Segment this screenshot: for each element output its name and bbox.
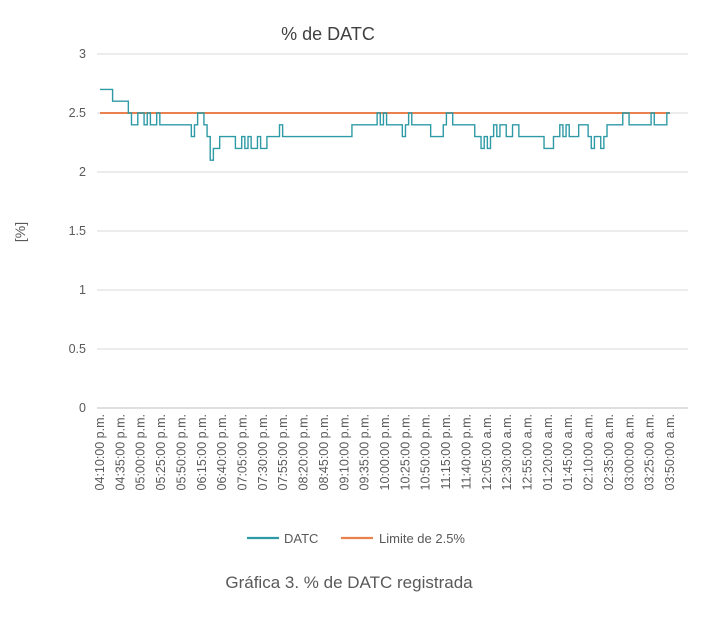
x-axis-ticks: 04:10:00 p.m. 04:35:00 p.m. 05:00:00 p.m. 0…	[93, 414, 677, 490]
x-tick-label: 05:50:00 p.m.	[174, 414, 188, 490]
x-tick-label: 04:10:00 p.m.	[93, 414, 107, 490]
x-tick-label: 02:35:00 a.m.	[602, 414, 616, 490]
y-tick-label: 2.5	[69, 106, 86, 120]
x-tick-label: 06:40:00 p.m.	[215, 414, 229, 490]
x-tick-label: 03:25:00 a.m.	[643, 414, 657, 490]
x-tick-label: 10:00:00 p.m.	[378, 414, 392, 490]
x-tick-label: 10:50:00 p.m.	[419, 414, 433, 490]
x-tick-label: 01:45:00 a.m.	[561, 414, 575, 490]
x-tick-label: 09:10:00 p.m.	[337, 414, 351, 490]
x-tick-label: 12:05:00 a.m.	[480, 414, 494, 490]
y-axis-ticks: 0 0.5 1 1.5 2 2.5 3	[69, 47, 86, 415]
x-tick-label: 03:50:00 a.m.	[663, 414, 677, 490]
x-tick-label: 11:15:00 p.m.	[439, 414, 453, 490]
x-tick-label: 12:55:00 a.m.	[521, 414, 535, 490]
y-tick-label: 2	[79, 165, 86, 179]
x-tick-label: 06:15:00 p.m.	[195, 414, 209, 490]
x-tick-label: 11:40:00 p.m.	[459, 414, 473, 490]
x-tick-label: 07:05:00 p.m.	[236, 414, 250, 490]
x-tick-label: 05:25:00 p.m.	[154, 414, 168, 490]
legend-label-datc: DATC	[284, 531, 318, 546]
x-tick-label: 04:35:00 p.m.	[113, 414, 127, 490]
x-tick-label: 07:55:00 p.m.	[276, 414, 290, 490]
x-tick-label: 05:00:00 p.m.	[134, 414, 148, 490]
x-tick-label: 02:10:00 a.m.	[582, 414, 596, 490]
x-tick-label: 07:30:00 p.m.	[256, 414, 270, 490]
gridlines	[97, 53, 688, 409]
x-tick-label: 12:30:00 a.m.	[500, 414, 514, 490]
y-tick-label: 1.5	[69, 224, 86, 238]
x-tick-label: 09:35:00 p.m.	[358, 414, 372, 490]
figure-caption: Gráfica 3. % de DATC registrada	[225, 573, 473, 592]
y-axis-label: [%]	[12, 222, 28, 242]
y-tick-label: 0	[79, 401, 86, 415]
y-tick-label: 0.5	[69, 342, 86, 356]
legend: DATC Limite de 2.5%	[247, 531, 465, 546]
chart-title: % de DATC	[281, 24, 375, 44]
y-tick-label: 1	[79, 283, 86, 297]
x-tick-label: 10:25:00 p.m.	[398, 414, 412, 490]
x-tick-label: 08:20:00 p.m.	[297, 414, 311, 490]
legend-label-limit: Limite de 2.5%	[379, 531, 465, 546]
x-tick-label: 08:45:00 p.m.	[317, 414, 331, 490]
series-datc-line	[100, 88, 670, 161]
series-lines	[100, 88, 670, 161]
x-tick-label: 03:00:00 a.m.	[622, 414, 636, 490]
x-tick-label: 01:20:00 a.m.	[541, 414, 555, 490]
y-tick-label: 3	[79, 47, 86, 61]
